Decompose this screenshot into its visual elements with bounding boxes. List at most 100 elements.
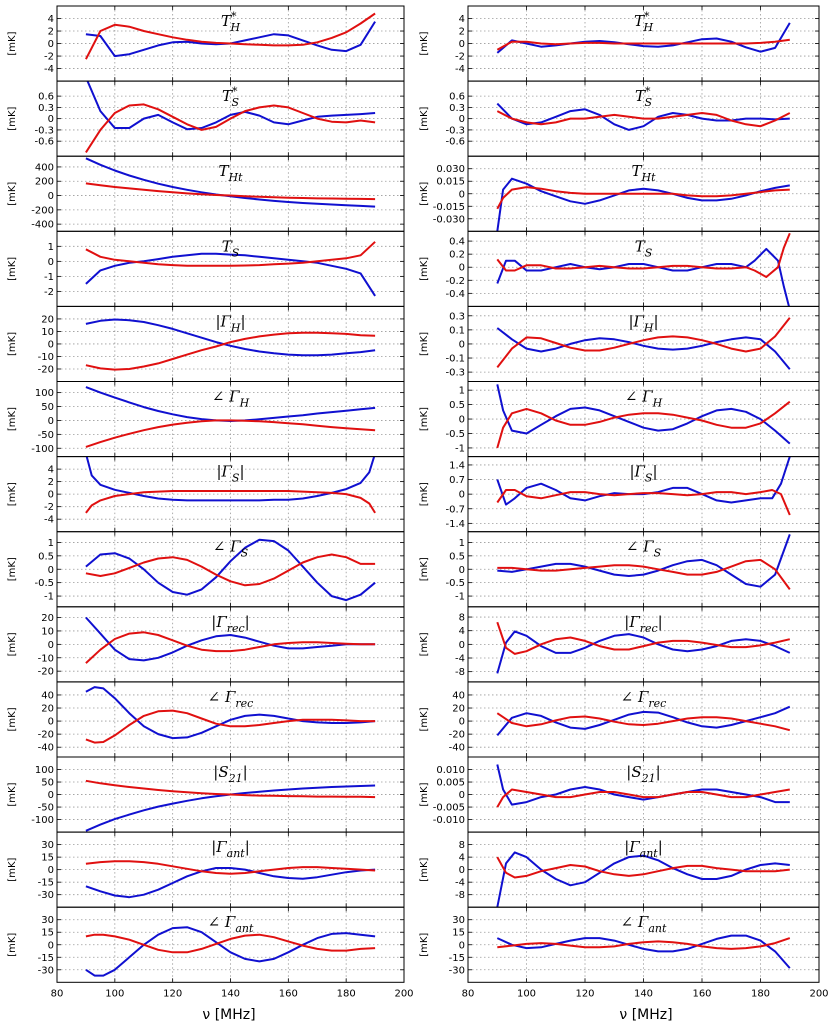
panel-title: THt (218, 162, 243, 184)
panel-title: |S21| (213, 763, 247, 785)
series-line-blue (496, 327, 791, 370)
panel-right-8: -8 -4 0 4 8 |Γrec| [mK] (419, 606, 820, 683)
series-line-red (496, 489, 791, 516)
y-tick-label: -0.2 (445, 276, 465, 287)
panel-title: TS (635, 237, 653, 259)
y-unit-label: [mK] (419, 707, 430, 731)
y-tick-label: 4 (459, 14, 465, 25)
y-tick-label: -4 (44, 64, 54, 75)
y-tick-label: -40 (449, 743, 465, 754)
panel-title: ∠ Γrec (208, 688, 254, 710)
y-tick-label: 20 (452, 704, 465, 715)
y-tick-label: -0.3 (445, 368, 465, 379)
y-tick-label: -0.015 (433, 202, 465, 213)
x-tick-label: 200 (809, 988, 828, 999)
series-line-blue (496, 384, 791, 445)
y-tick-label: 400 (35, 162, 54, 173)
series-line-red (85, 331, 376, 371)
panel-right-1: -0.6-0.300.30.6 T* S [mK] (419, 80, 820, 157)
y-tick-label: 0 (48, 940, 54, 951)
x-tick-label: 100 (517, 988, 536, 999)
x-tick-label: 200 (394, 988, 413, 999)
y-tick-label: 0.010 (436, 765, 465, 776)
y-tick-label: -8 (455, 667, 465, 678)
y-tick-label: 0 (48, 490, 54, 501)
y-tick-label: -1 (44, 592, 54, 603)
y-tick-label: 0 (459, 415, 465, 426)
y-unit-label: [mK] (419, 31, 430, 55)
y-tick-label: 0 (459, 490, 465, 501)
y-tick-label: 15 (41, 928, 54, 939)
panel-right-9: -40 -20 0 20 40 ∠ Γrec [mK] (419, 681, 820, 758)
panel-left-3: -2 -1 0 1 TS [mK] (7, 230, 405, 307)
series-line-red (496, 856, 790, 879)
y-unit-label: [mK] (419, 482, 430, 506)
panel-right-6: -1.4 -0.7 0 0.7 1.4 |ΓS| [mK] (419, 456, 820, 533)
y-tick-label: -0.4 (445, 289, 465, 300)
series-line-blue (496, 22, 791, 54)
y-tick-label: 0 (459, 940, 465, 951)
x-tick-label: 100 (105, 988, 124, 999)
panel-left-10: -100-50 050 100 |S21| [mK] (7, 756, 405, 833)
y-tick-label: -50 (38, 430, 54, 441)
y-unit-label: [mK] (7, 257, 18, 281)
y-tick-label: -100 (31, 815, 54, 826)
y-tick-label: 100 (35, 765, 54, 776)
series-line-red (496, 317, 791, 369)
y-tick-label: 100 (35, 388, 54, 399)
y-tick-label: -0.6 (445, 137, 465, 148)
panel-title: ∠ Γant (208, 913, 254, 935)
panel-right-12: -30-15 015 30 ∠ Γant [mK] 80 100 120 140 160 180 20… (419, 906, 829, 999)
y-tick-label: 0.005 (436, 778, 465, 789)
y-unit-label: [mK] (419, 933, 430, 957)
x-axis-label-right: ν [MHz] (619, 1007, 672, 1023)
y-tick-label: 0.2 (449, 250, 465, 261)
y-tick-label: 0.030 (436, 164, 465, 175)
y-tick-label: 0.5 (449, 551, 465, 562)
y-tick-label: 0 (48, 416, 54, 427)
y-tick-label: 0 (48, 640, 54, 651)
panel-title: ∠ ΓH (212, 388, 250, 410)
y-tick-label: 40 (452, 690, 465, 701)
panel-title: ∠ ΓS (213, 538, 249, 560)
y-tick-label: -15 (38, 878, 54, 889)
y-unit-label: [mK] (419, 782, 430, 806)
x-tick-label: 180 (751, 988, 770, 999)
y-tick-label: 4 (459, 853, 465, 864)
y-tick-label: -10 (38, 352, 54, 363)
y-tick-label: 2 (48, 27, 54, 38)
x-tick-label: 120 (575, 988, 594, 999)
y-unit-label: [mK] (419, 632, 430, 656)
y-tick-label: 2 (48, 477, 54, 488)
y-unit-label: [mK] (419, 107, 430, 131)
y-tick-label: -50 (38, 803, 54, 814)
y-tick-label: -2 (44, 287, 54, 298)
series-line-red (85, 553, 376, 587)
panel-right-2: -0.030-0.015 00.015 0.030 THt [mK] (419, 155, 820, 232)
panel-title: |Γant| (211, 838, 250, 860)
y-tick-label: -200 (31, 205, 54, 216)
series-line-red (85, 182, 376, 201)
panel-left-11: -30-15 015 30 |Γant| [mK] (7, 831, 405, 908)
y-unit-label: [mK] (7, 407, 18, 431)
y-tick-label: 20 (41, 314, 54, 325)
y-tick-label: 0.1 (449, 325, 465, 336)
series-line-blue (85, 538, 376, 602)
y-unit-label: [mK] (7, 933, 18, 957)
series-line-blue (496, 705, 791, 737)
y-tick-label: -1 (455, 443, 465, 454)
y-tick-label: -15 (38, 953, 54, 964)
series-line-red (496, 712, 791, 732)
y-unit-label: [mK] (419, 182, 430, 206)
y-unit-label: [mK] (7, 182, 18, 206)
y-unit-label: [mK] (419, 557, 430, 581)
y-tick-label: 15 (452, 928, 465, 939)
panel-title: T* S (222, 85, 240, 109)
y-tick-label: -0.010 (433, 815, 465, 826)
series-line-red (496, 400, 791, 449)
y-tick-label: -1 (455, 592, 465, 603)
series-line-red (85, 419, 376, 448)
y-tick-label: 0 (459, 640, 465, 651)
